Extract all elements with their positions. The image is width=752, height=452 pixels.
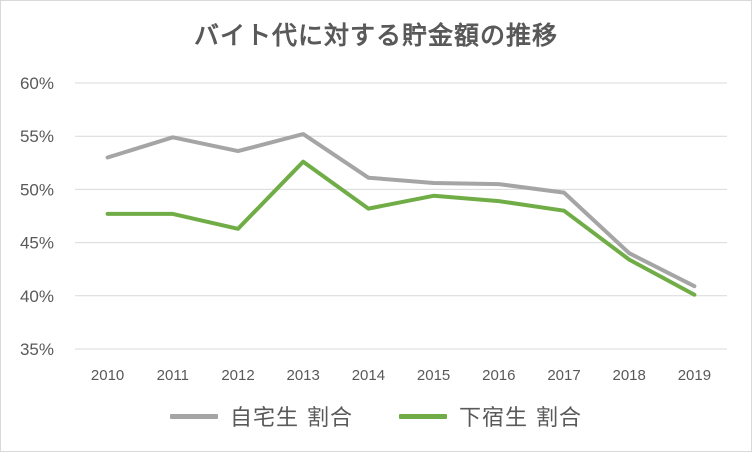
x-tick-label: 2016 xyxy=(482,367,515,384)
y-tick-label: 40% xyxy=(20,287,54,306)
x-tick-label: 2018 xyxy=(613,367,646,384)
series-line-1 xyxy=(105,159,697,297)
x-tick-label: 2015 xyxy=(417,367,450,384)
legend-item-series-1: 下宿生 割合 xyxy=(399,400,582,432)
legend: 自宅生 割合 下宿生 割合 xyxy=(0,400,752,432)
x-tick-label: 2017 xyxy=(547,367,580,384)
x-tick-label: 2012 xyxy=(221,367,254,384)
x-tick-label: 2010 xyxy=(91,367,124,384)
y-tick-label: 35% xyxy=(20,340,54,359)
y-tick-label: 50% xyxy=(20,180,54,199)
x-tick-label: 2019 xyxy=(678,367,711,384)
legend-swatch-series-0 xyxy=(170,413,218,419)
series-line-0 xyxy=(105,132,697,289)
legend-item-series-0: 自宅生 割合 xyxy=(170,400,353,432)
legend-label-series-0: 自宅生 割合 xyxy=(230,406,353,431)
x-tick-label: 2014 xyxy=(352,367,385,384)
legend-label-series-1: 下宿生 割合 xyxy=(459,406,582,431)
legend-swatch-series-1 xyxy=(399,413,447,419)
chart-title: バイト代に対する貯金額の推移 xyxy=(193,21,558,50)
y-tick-label: 55% xyxy=(20,127,54,146)
x-tick-label: 2011 xyxy=(157,367,189,384)
x-tick-label: 2013 xyxy=(287,367,320,384)
y-tick-label: 45% xyxy=(20,234,54,253)
y-tick-label: 60% xyxy=(20,74,54,93)
